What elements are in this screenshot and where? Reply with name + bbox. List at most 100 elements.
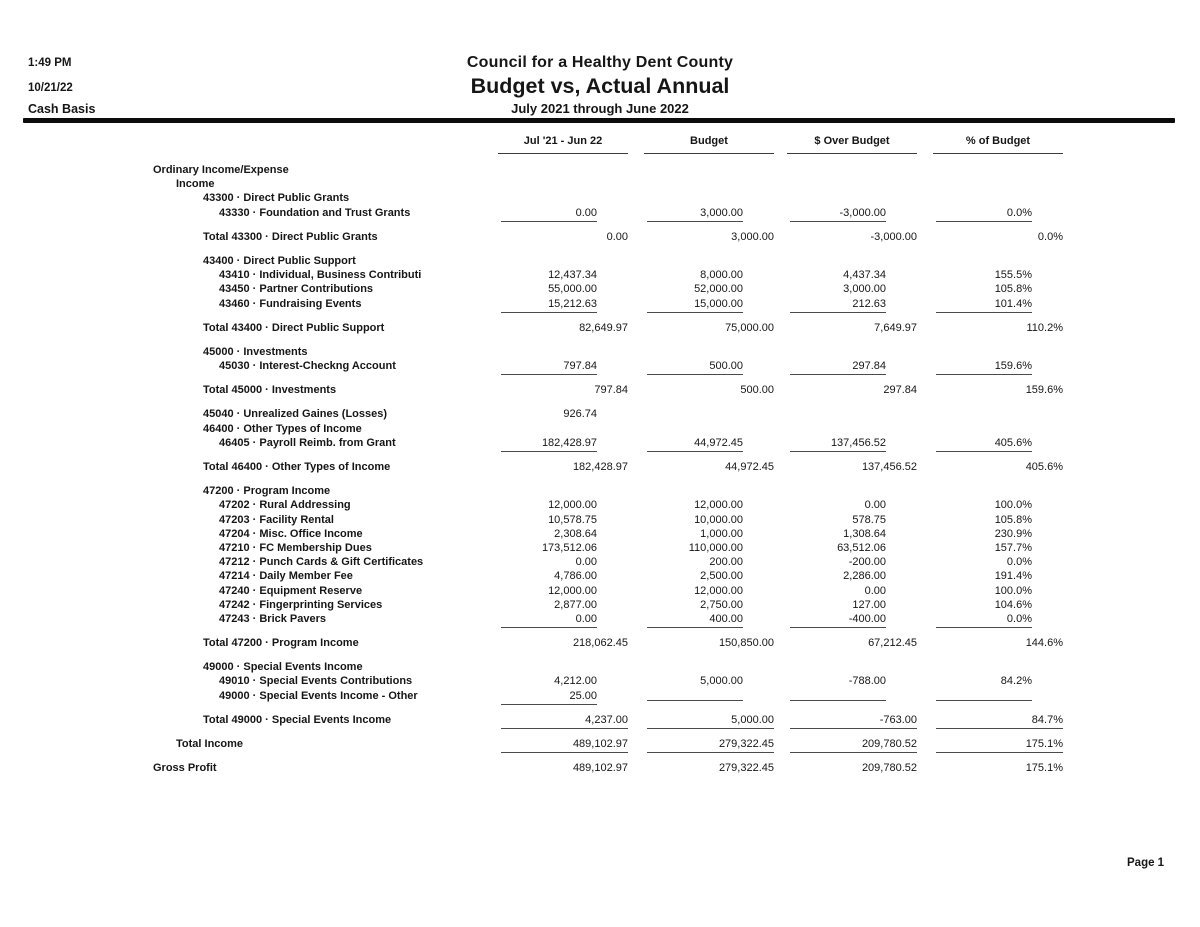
cell-pct-of-budget: 110.2% [933, 322, 1064, 335]
cell-budget: 8,000.00 [644, 269, 774, 282]
cell-value: 100.0% [994, 584, 1032, 597]
cell-value: 297.84 [883, 384, 917, 397]
column-underline [936, 374, 1032, 376]
cell-jul21-jun22: 82,649.97 [498, 322, 628, 335]
table-row: 47212 · Punch Cards & Gift Certificates 0… [0, 556, 1200, 570]
row-label: Ordinary Income/Expense [153, 164, 289, 176]
cell-value: 489,102.97 [572, 738, 628, 750]
cell-pct-of-budget: 104.6% [933, 599, 1063, 612]
cell-value: 84.7% [1031, 713, 1063, 726]
cell-jul21-jun22: 0.00 [498, 231, 628, 244]
cell-pct-of-budget: 0.0% [933, 613, 1063, 628]
row-label: 49000 · Special Events Income [203, 661, 363, 674]
cell-pct-of-budget: 157.7% [933, 542, 1063, 555]
cell-value: 52,000.00 [694, 283, 743, 296]
cell-dollar-over-budget: 209,780.52 [787, 762, 917, 775]
column-underline [501, 703, 597, 705]
cell-budget: 52,000.00 [644, 283, 774, 296]
column-underline [501, 450, 597, 452]
table-row: Total 43300 · Direct Public Grants 0.00 3,… [0, 231, 1200, 245]
cell-jul21-jun22: 10,578.75 [498, 514, 628, 527]
cell-value: 0.0% [1006, 206, 1032, 219]
cell-value: 1,308.64 [843, 527, 886, 540]
table-row: 47200 · Program Income [0, 485, 1200, 499]
cell-pct-of-budget: 144.6% [933, 637, 1063, 650]
cell-dollar-over-budget: -3,000.00 [787, 207, 917, 222]
cell-pct-of-budget: 159.6% [933, 384, 1063, 397]
table-row: 47214 · Daily Member Fee 4,786.00 2,500.00… [0, 570, 1200, 584]
cell-value: 159.6% [994, 360, 1032, 373]
cell-pct-of-budget: 175.1% [933, 738, 1063, 753]
column-header-jul21-jun22: Jul '21 - Jun 22 [498, 134, 628, 154]
cell-budget: 44,972.45 [644, 436, 774, 452]
cell-dollar-over-budget: 0.00 [787, 499, 917, 512]
cell-value: 15,000.00 [694, 297, 743, 310]
cell-jul21-jun22: 0.00 [498, 613, 628, 628]
table-row: 47242 · Fingerprinting Services 2,877.00 2… [0, 599, 1200, 613]
table-row: 43410 · Individual, Business Contributi 1… [0, 269, 1200, 283]
column-underline [501, 220, 597, 222]
row-label: Income [176, 178, 215, 191]
cell-dollar-over-budget: 137,456.52 [787, 437, 917, 452]
cell-pct-of-budget: 405.6% [933, 436, 1063, 452]
report-period: July 2021 through June 2022 [511, 101, 689, 116]
row-label: Total Income [176, 738, 244, 750]
table-row: 49010 · Special Events Contributions 4,21… [0, 675, 1200, 689]
cell-dollar-over-budget: 137,456.52 [787, 461, 917, 474]
cell-value: 12,000.00 [548, 499, 597, 512]
cell-pct-of-budget: 155.5% [933, 269, 1063, 282]
cell-jul21-jun22: 182,428.97 [498, 461, 628, 474]
cell-value: 2,877.00 [554, 598, 597, 611]
column-underline [790, 220, 886, 222]
cell-jul21-jun22: 797.84 [498, 360, 628, 376]
row-label: 49010 · Special Events Contributions [219, 675, 413, 688]
cell-value: 405.6% [994, 436, 1032, 449]
cell-value: 44,972.45 [694, 436, 743, 449]
cell-pct-of-budget: 105.8% [933, 514, 1063, 527]
cell-value: 2,750.00 [700, 598, 743, 611]
cell-value: 405.6% [1025, 461, 1063, 473]
row-label: 47243 · Brick Pavers [219, 612, 327, 625]
cell-jul21-jun22: 2,877.00 [498, 599, 628, 612]
cell-value: 279,322.45 [718, 738, 774, 750]
cell-jul21-jun22: 55,000.00 [498, 283, 628, 296]
cell-budget: 2,750.00 [644, 599, 774, 612]
column-underline [790, 727, 917, 729]
cell-jul21-jun22: 0.00 [498, 556, 628, 569]
column-underline [790, 450, 886, 452]
cell-value: 175.1% [1025, 738, 1063, 750]
cell-budget: 279,322.45 [644, 738, 774, 753]
cell-budget: 75,000.00 [644, 322, 774, 335]
column-underline [647, 752, 774, 753]
cell-budget: 500.00 [644, 384, 774, 397]
cell-value: 0.00 [864, 499, 886, 512]
cell-value: 127.00 [852, 598, 886, 611]
row-label: Total 46400 · Other Types of Income [203, 461, 391, 473]
cell-value: 25.00 [569, 689, 597, 702]
cell-value: 3,000.00 [731, 230, 774, 243]
table-row: 43450 · Partner Contributions 55,000.00 52… [0, 283, 1200, 297]
cell-dollar-over-budget: 67,212.45 [787, 637, 917, 650]
column-header-budget: Budget [644, 134, 774, 154]
cell-value: 200.00 [709, 556, 743, 569]
row-label: 43300 · Direct Public Grants [203, 192, 350, 205]
header-divider-rule [23, 118, 1175, 123]
table-row: 47204 · Misc. Office Income 2,308.64 1,000… [0, 528, 1200, 542]
row-label: Gross Profit [153, 762, 217, 775]
table-row: Total 47200 · Program Income 218,062.45 15… [0, 637, 1200, 651]
table-row: 49000 · Special Events Income - Other 25.… [0, 689, 1200, 705]
cell-budget: 5,000.00 [644, 714, 774, 729]
cell-pct-of-budget: 100.0% [933, 499, 1063, 512]
table-row: 43460 · Fundraising Events 15,212.63 15,00… [0, 297, 1200, 313]
cell-value: 297.84 [852, 360, 886, 373]
cell-budget: 12,000.00 [644, 585, 774, 598]
cell-budget: 279,322.45 [644, 762, 774, 775]
row-label: 47203 · Facility Rental [219, 513, 334, 526]
cell-budget: 2,500.00 [644, 570, 774, 583]
cell-value: 182,428.97 [572, 461, 628, 473]
column-underline [501, 727, 628, 729]
table-row: 45000 · Investments [0, 346, 1200, 360]
column-underline [790, 752, 917, 753]
cell-value: 209,780.52 [861, 762, 917, 775]
cell-budget: 3,000.00 [644, 231, 774, 244]
